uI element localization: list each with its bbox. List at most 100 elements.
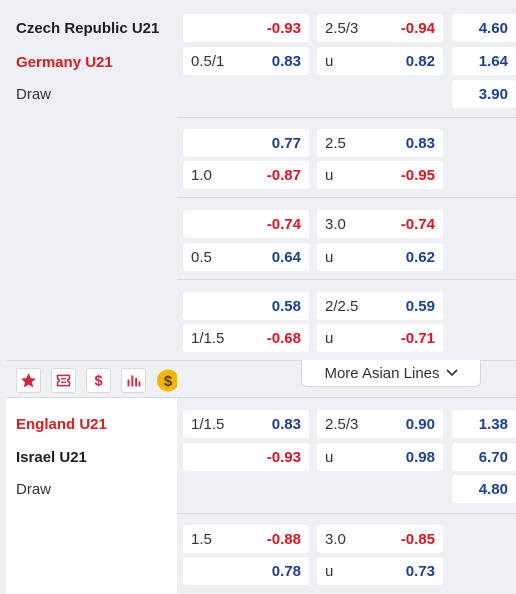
handicap-odds: 0.64	[271, 249, 301, 266]
favorite-button[interactable]	[16, 368, 41, 393]
line-group: 0.58 2/2.5 0.59 1/1.5 -0.68 u -0.71	[177, 279, 516, 360]
svg-text:$: $	[94, 374, 102, 389]
total-cell[interactable]: u 0.73	[317, 557, 443, 585]
handicap-line: 1/1.5	[191, 330, 225, 347]
handicap-odds: -0.93	[266, 449, 301, 466]
handicap-odds: 0.83	[271, 416, 301, 433]
more-asian-lines-label: More Asian Lines	[324, 364, 440, 382]
total-line: 3.0	[325, 531, 346, 548]
odds-away[interactable]: 6.70	[452, 443, 516, 471]
total-cell[interactable]: u -0.71	[317, 324, 443, 352]
total-cell[interactable]: 3.0 -0.74	[317, 210, 443, 238]
total-line: u	[325, 249, 334, 266]
line-group: 1/1.5 0.83 2.5/3 0.90 -0.93 u 0.98 1.38	[177, 398, 516, 513]
total-odds: 0.59	[405, 298, 435, 315]
total-odds: 0.82	[405, 53, 435, 70]
stats-button[interactable]	[121, 368, 146, 393]
total-line: 3.0	[325, 216, 346, 233]
total-odds: 0.73	[405, 563, 435, 580]
handicap-line: 1.0	[191, 167, 212, 184]
handicap-cell[interactable]: 1/1.5 0.83	[183, 410, 309, 438]
more-asian-lines-button[interactable]: More Asian Lines	[301, 360, 481, 387]
coin-icon: $	[157, 369, 177, 392]
handicap-cell[interactable]: 1/1.5 -0.68	[183, 324, 309, 352]
handicap-odds: -0.68	[266, 330, 301, 347]
odds-value: 4.80	[478, 481, 508, 498]
total-odds: -0.94	[400, 20, 435, 37]
home-team[interactable]: Czech Republic U21	[16, 20, 160, 37]
handicap-cell[interactable]: 1.5 -0.88	[183, 525, 309, 553]
total-line: 2.5/3	[325, 416, 359, 433]
handicap-odds: -0.87	[266, 167, 301, 184]
handicap-cell[interactable]: -0.74	[183, 210, 309, 238]
handicap-cell[interactable]: 0.77	[183, 129, 309, 157]
odds-away[interactable]: 1.64	[452, 47, 516, 75]
total-cell[interactable]: 2.5/3 -0.94	[317, 14, 443, 42]
handicap-cell[interactable]: 0.5 0.64	[183, 243, 309, 271]
total-line: 2.5	[325, 135, 346, 152]
odds-home[interactable]: 4.60	[452, 14, 516, 42]
total-cell[interactable]: 2.5 0.83	[317, 129, 443, 157]
total-odds: -0.74	[400, 216, 435, 233]
handicap-odds: -0.74	[266, 216, 301, 233]
total-line: 2.5/3	[325, 20, 359, 37]
match-teams: England U21 Israel U21 Draw	[6, 398, 177, 594]
handicap-odds: 0.58	[271, 298, 301, 315]
total-cell[interactable]: 2.5/3 0.90	[317, 410, 443, 438]
home-team[interactable]: England U21	[16, 416, 107, 433]
bet-slip-button[interactable]	[51, 368, 76, 393]
draw-label: Draw	[16, 481, 52, 498]
odds-draw[interactable]: 3.90	[452, 80, 516, 108]
odds-button[interactable]: $	[86, 368, 111, 393]
draw-label: Draw	[16, 86, 52, 103]
total-odds: -0.85	[400, 531, 435, 548]
odds-grid: -0.93 2.5/3 -0.94 0.5/1 0.83 u 0.82 4.60	[177, 0, 516, 360]
odds-value: 6.70	[478, 449, 508, 466]
total-cell[interactable]: 3.0 -0.85	[317, 525, 443, 553]
handicap-cell[interactable]: 1.0 -0.87	[183, 161, 309, 189]
handicap-cell[interactable]: -0.93	[183, 14, 309, 42]
dollar-icon: $	[94, 374, 102, 389]
handicap-cell[interactable]: 0.78	[183, 557, 309, 585]
total-line: u	[325, 167, 334, 184]
total-line: u	[325, 330, 334, 347]
total-cell[interactable]: u 0.98	[317, 443, 443, 471]
svg-text:$: $	[164, 373, 173, 390]
total-cell[interactable]: 2/2.5 0.59	[317, 292, 443, 320]
total-line: u	[325, 449, 334, 466]
away-team[interactable]: Israel U21	[16, 449, 87, 466]
handicap-odds: 0.77	[271, 135, 301, 152]
handicap-odds: -0.88	[266, 531, 301, 548]
handicap-cell[interactable]: 0.5/1 0.83	[183, 47, 309, 75]
chevron-down-icon	[445, 369, 458, 377]
match-toolbar: $ $ More Asian Lines	[6, 360, 516, 398]
handicap-cell[interactable]: -0.93	[183, 443, 309, 471]
total-odds: 0.62	[405, 249, 435, 266]
handicap-cell[interactable]: 0.58	[183, 292, 309, 320]
handicap-line: 0.5	[191, 249, 212, 266]
match-czech-germany: Czech Republic U21 Germany U21 Draw -0.9…	[6, 0, 516, 360]
odds-page: Czech Republic U21 Germany U21 Draw -0.9…	[6, 0, 516, 594]
ticket-icon	[56, 374, 71, 387]
total-odds: -0.71	[400, 330, 435, 347]
total-cell[interactable]: u -0.95	[317, 161, 443, 189]
total-odds: 0.90	[405, 416, 435, 433]
line-group: -0.93 2.5/3 -0.94 0.5/1 0.83 u 0.82 4.60	[177, 0, 516, 117]
total-odds: -0.95	[400, 167, 435, 184]
line-group: -0.74 3.0 -0.74 0.5 0.64 u 0.62	[177, 197, 516, 279]
away-team[interactable]: Germany U21	[16, 54, 113, 71]
total-cell[interactable]: u 0.82	[317, 47, 443, 75]
odds-home[interactable]: 1.38	[452, 410, 516, 438]
handicap-odds: 0.83	[271, 53, 301, 70]
odds-value: 4.60	[478, 20, 508, 37]
odds-value: 3.90	[478, 86, 508, 103]
odds-draw[interactable]: 4.80	[452, 475, 516, 503]
line-group: 1.5 -0.88 3.0 -0.85 0.78 u 0.73	[177, 513, 516, 594]
total-line: u	[325, 563, 334, 580]
total-odds: 0.98	[405, 449, 435, 466]
line-group: 0.77 2.5 0.83 1.0 -0.87 u -0.95	[177, 117, 516, 197]
coin-button[interactable]: $	[155, 368, 177, 393]
handicap-odds: 0.78	[271, 563, 301, 580]
total-line: u	[325, 53, 334, 70]
total-cell[interactable]: u 0.62	[317, 243, 443, 271]
